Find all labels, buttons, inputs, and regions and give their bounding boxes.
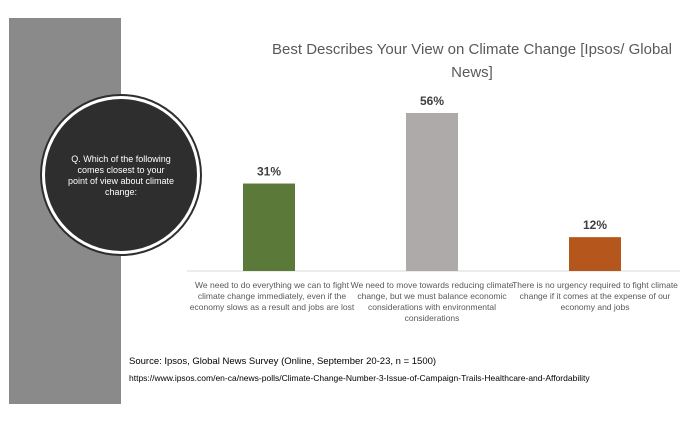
- category-label-1: We need to do everything we can to fight…: [189, 280, 355, 312]
- chart-title: Best Describes Your View on Climate Chan…: [272, 41, 672, 81]
- source-note: Source: Ipsos, Global News Survey (Onlin…: [129, 356, 689, 384]
- category-label-3: There is no urgency required to fight cl…: [512, 280, 678, 312]
- question-text: Q. Which of the following comes closest …: [67, 154, 175, 197]
- category-label-2: We need to move towards reducing climate…: [350, 280, 514, 323]
- source-text: Source: Ipsos, Global News Survey (Onlin…: [129, 356, 437, 367]
- source-url: https://www.ipsos.com/en-ca/news-polls/C…: [129, 373, 590, 383]
- bar-3: [569, 237, 621, 271]
- data-label-1: 31%: [257, 165, 281, 179]
- question-circle: Q. Which of the following comes closest …: [45, 99, 197, 251]
- data-label-2: 56%: [420, 94, 444, 108]
- data-label-3: 12%: [583, 218, 607, 232]
- bar-2: [406, 113, 458, 271]
- bar-1: [243, 183, 295, 271]
